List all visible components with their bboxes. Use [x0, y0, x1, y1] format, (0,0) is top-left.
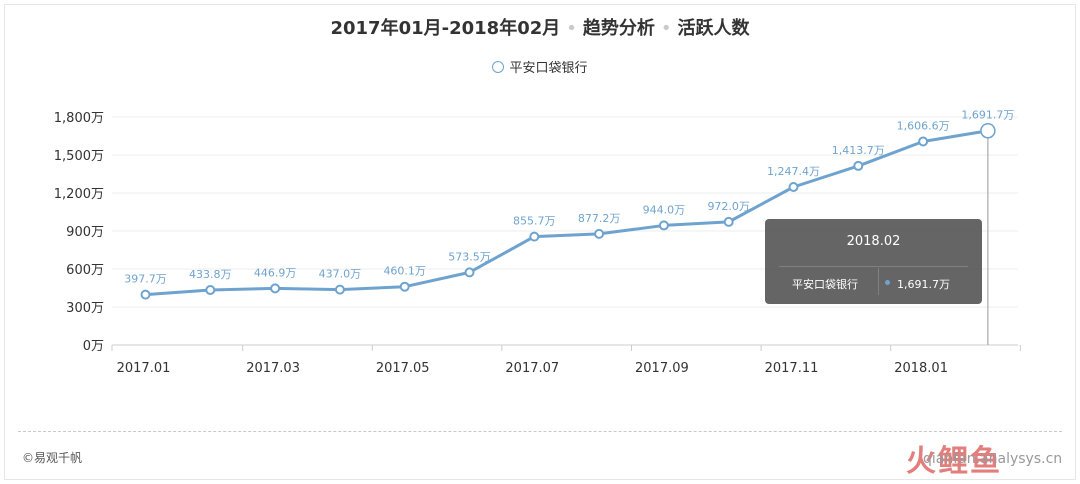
- data-point: [723, 216, 734, 227]
- watermark-url: qianfan.analysys.cn: [923, 451, 1063, 467]
- tooltip-divider: [779, 266, 968, 267]
- chart-title: 2017年01月-2018年02月 • 趋势分析 • 活跃人数: [0, 14, 1080, 40]
- data-point: [594, 228, 605, 239]
- legend[interactable]: 平安口袋银行: [0, 57, 1080, 76]
- x-tick-label: 2017.05: [376, 361, 430, 376]
- data-label: 972.0万: [707, 200, 750, 213]
- data-point: [140, 289, 151, 300]
- data-label: 446.9万: [254, 266, 297, 279]
- data-point: [399, 281, 410, 292]
- title-metric: 活跃人数: [677, 18, 750, 39]
- x-tick-label: 2017.07: [505, 361, 559, 376]
- data-point: [918, 136, 929, 147]
- data-point: [334, 284, 345, 295]
- x-tick-label: 2017.03: [246, 361, 300, 376]
- x-tick-label: 2017.01: [117, 361, 171, 376]
- x-tick-label: 2018.01: [894, 361, 948, 376]
- data-point: [658, 220, 669, 231]
- y-tick-label: 1,500万: [54, 149, 104, 164]
- data-point: [270, 283, 281, 294]
- data-point: [853, 160, 864, 171]
- data-label: 1,691.7万: [961, 109, 1014, 122]
- title-separator: •: [566, 18, 577, 39]
- copyright: ©易观千帆: [22, 451, 83, 465]
- tooltip: 2018.02 平安口袋银行 1,691.7万: [765, 219, 982, 304]
- tooltip-series-name: 平安口袋银行: [792, 278, 858, 291]
- data-label: 460.1万: [383, 265, 426, 278]
- data-point: [980, 122, 996, 139]
- chart-frame: [4, 4, 1076, 480]
- tooltip-value: 1,691.7万: [897, 278, 950, 291]
- y-tick-label: 900万: [66, 225, 104, 240]
- title-period: 2017年01月-2018年02月: [330, 18, 561, 39]
- series-line: [145, 129, 989, 297]
- tooltip-title: 2018.02: [846, 234, 901, 249]
- data-point: [529, 231, 540, 242]
- x-tick-label: 2017.09: [635, 361, 689, 376]
- data-point: [788, 181, 799, 192]
- watermark-logo: 火鲤鱼: [906, 444, 1002, 479]
- y-tick-label: 1,200万: [54, 187, 104, 202]
- title-separator: •: [660, 18, 672, 39]
- footer-divider: [18, 431, 1062, 432]
- tooltip-dot-icon: [885, 280, 890, 285]
- data-label: 855.7万: [513, 215, 556, 228]
- data-label: 433.8万: [189, 268, 232, 281]
- data-label: 877.2万: [578, 212, 621, 225]
- data-label: 1,247.4万: [767, 165, 820, 178]
- data-label: 397.7万: [124, 273, 167, 286]
- title-section: 趋势分析: [582, 18, 655, 39]
- y-tick-label: 1,800万: [54, 111, 104, 126]
- x-tick-label: 2017.11: [765, 361, 819, 376]
- data-point: [205, 285, 216, 296]
- data-point: [464, 267, 475, 278]
- tooltip-separator: [878, 268, 879, 295]
- y-tick-label: 600万: [66, 263, 104, 278]
- data-label: 573.5万: [448, 250, 491, 263]
- data-label: 944.0万: [643, 203, 686, 216]
- y-tick-label: 300万: [66, 301, 104, 316]
- y-tick-label: 0万: [83, 339, 104, 354]
- data-label: 437.0万: [319, 268, 362, 281]
- legend-label: 平安口袋银行: [509, 61, 588, 76]
- data-label: 1,606.6万: [897, 119, 950, 132]
- data-label: 1,413.7万: [832, 144, 885, 157]
- legend-circle-icon: [492, 61, 505, 73]
